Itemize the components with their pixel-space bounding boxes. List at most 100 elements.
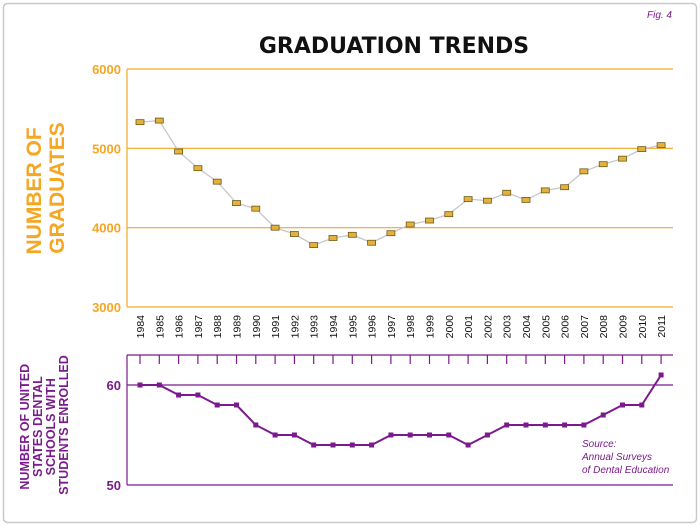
x-tick-label: 1998 xyxy=(405,315,417,339)
bottom-y-tick-label: 60 xyxy=(107,378,121,393)
top-y-tick-label: 4000 xyxy=(92,221,121,236)
x-tick-label: 2011 xyxy=(656,315,668,338)
top-data-point xyxy=(444,211,454,218)
x-tick-label: 1986 xyxy=(174,315,186,339)
bottom-data-point xyxy=(581,422,587,428)
x-tick-label: 1997 xyxy=(386,315,398,339)
top-y-tick-labels: 3000 4000 5000 6000 xyxy=(92,62,121,315)
source-note-line-2: Annual Surveys xyxy=(581,452,652,463)
top-data-point xyxy=(463,196,473,203)
bottom-data-point xyxy=(446,432,452,438)
top-data-point xyxy=(405,221,415,228)
top-data-point xyxy=(328,235,338,241)
bottom-data-point xyxy=(195,392,201,398)
top-data-point xyxy=(154,117,164,124)
x-tick-label: 1991 xyxy=(270,315,282,339)
top-y-tick-label: 3000 xyxy=(92,300,121,315)
top-data-point xyxy=(637,146,647,153)
top-y-axis-label-line-2: GRADUATES xyxy=(46,122,69,253)
bottom-data-point xyxy=(156,382,162,388)
top-gridlines xyxy=(126,68,673,308)
chart-title: GRADUATION TRENDS xyxy=(259,34,529,59)
source-note-line-3: of Dental Education xyxy=(582,465,670,476)
top-data-point xyxy=(232,200,241,206)
x-tick-label: 1990 xyxy=(251,315,263,339)
top-data-point xyxy=(425,217,434,224)
x-tick-label: 2004 xyxy=(521,315,533,339)
bottom-series-markers xyxy=(137,372,664,448)
top-y-axis-label: NUMBER OF GRADUATES xyxy=(23,121,69,254)
top-chart: 3000 4000 5000 6000 NUMBER OF GRADUATES xyxy=(23,62,673,315)
bottom-y-tick-labels: 50 60 xyxy=(107,378,121,493)
x-tick-label: 2001 xyxy=(463,315,475,339)
x-tick-label: 1989 xyxy=(232,315,244,339)
bottom-data-point xyxy=(388,432,394,438)
bottom-y-axis-label-line-1: NUMBER OF UNITED xyxy=(18,364,32,490)
bottom-tick-marks xyxy=(126,355,662,485)
bottom-data-point xyxy=(214,402,220,408)
bottom-data-point xyxy=(484,432,490,438)
top-data-point xyxy=(193,165,203,172)
top-data-point xyxy=(579,168,589,175)
x-tick-label: 1996 xyxy=(367,315,379,339)
bottom-data-point xyxy=(349,442,355,448)
bottom-y-axis-label-line-3: SCHOOLS WITH xyxy=(44,378,58,475)
x-tick-label: 2009 xyxy=(618,315,630,339)
x-tick-label: 1992 xyxy=(289,315,301,339)
bottom-chart: 50 60 NUMBER OF UNITED STATES DENTAL SCHO… xyxy=(18,354,673,495)
bottom-data-point xyxy=(465,442,471,448)
bottom-data-point xyxy=(658,372,664,378)
bottom-data-point xyxy=(639,402,645,408)
bottom-data-point xyxy=(523,422,529,428)
bottom-y-axis-label: NUMBER OF UNITED STATES DENTAL SCHOOLS W… xyxy=(18,355,71,495)
bottom-gridlines xyxy=(127,384,673,486)
x-tick-label: 1987 xyxy=(193,315,205,339)
bottom-y-tick-label: 50 xyxy=(107,478,121,493)
top-data-point xyxy=(251,205,261,212)
bottom-data-point xyxy=(504,422,510,428)
x-tick-label: 2002 xyxy=(482,315,494,339)
top-data-point xyxy=(540,187,550,194)
x-tick-label: 1988 xyxy=(212,315,224,339)
x-tick-label: 1999 xyxy=(425,315,437,339)
bottom-data-point xyxy=(600,412,606,418)
top-data-point xyxy=(502,189,512,196)
top-data-point xyxy=(367,239,377,246)
x-tick-label: 1994 xyxy=(328,315,340,339)
bottom-data-point xyxy=(330,442,336,448)
source-note: Source: Annual Surveys of Dental Educati… xyxy=(581,439,670,476)
bottom-data-point xyxy=(253,422,259,428)
bottom-series-line xyxy=(140,374,662,447)
top-series-line xyxy=(139,119,662,246)
bottom-data-point xyxy=(562,422,568,428)
bottom-data-point xyxy=(176,392,182,398)
top-data-point xyxy=(656,142,666,149)
bottom-data-point xyxy=(427,432,432,438)
top-data-point xyxy=(174,148,184,155)
x-tick-label: 1985 xyxy=(154,315,166,339)
x-tick-label: 2005 xyxy=(540,315,552,339)
top-data-point xyxy=(270,224,280,231)
top-data-point xyxy=(135,119,145,126)
top-data-point xyxy=(482,197,492,204)
bottom-data-point xyxy=(291,432,297,438)
top-data-point xyxy=(309,242,319,249)
bottom-y-axis-label-line-4: STUDENTS ENROLLED xyxy=(57,355,71,495)
x-tick-label: 1984 xyxy=(135,315,147,339)
x-tick-label: 2007 xyxy=(579,315,591,339)
top-data-point xyxy=(618,155,627,162)
bottom-data-point xyxy=(272,432,278,438)
bottom-y-axis-label-line-2: STATES DENTAL xyxy=(31,376,45,477)
top-data-point xyxy=(289,231,299,237)
bottom-data-point xyxy=(369,442,375,448)
top-data-point xyxy=(598,161,608,168)
figure-label: Fig. 4 xyxy=(647,10,672,21)
bottom-data-point xyxy=(234,402,239,408)
top-y-axis-label-line-1: NUMBER OF xyxy=(23,127,46,254)
top-data-point xyxy=(347,231,357,238)
x-tick-label: 2006 xyxy=(560,315,572,339)
bottom-data-point xyxy=(620,402,625,408)
x-tick-label: 2008 xyxy=(598,315,610,339)
top-data-point xyxy=(212,178,222,185)
